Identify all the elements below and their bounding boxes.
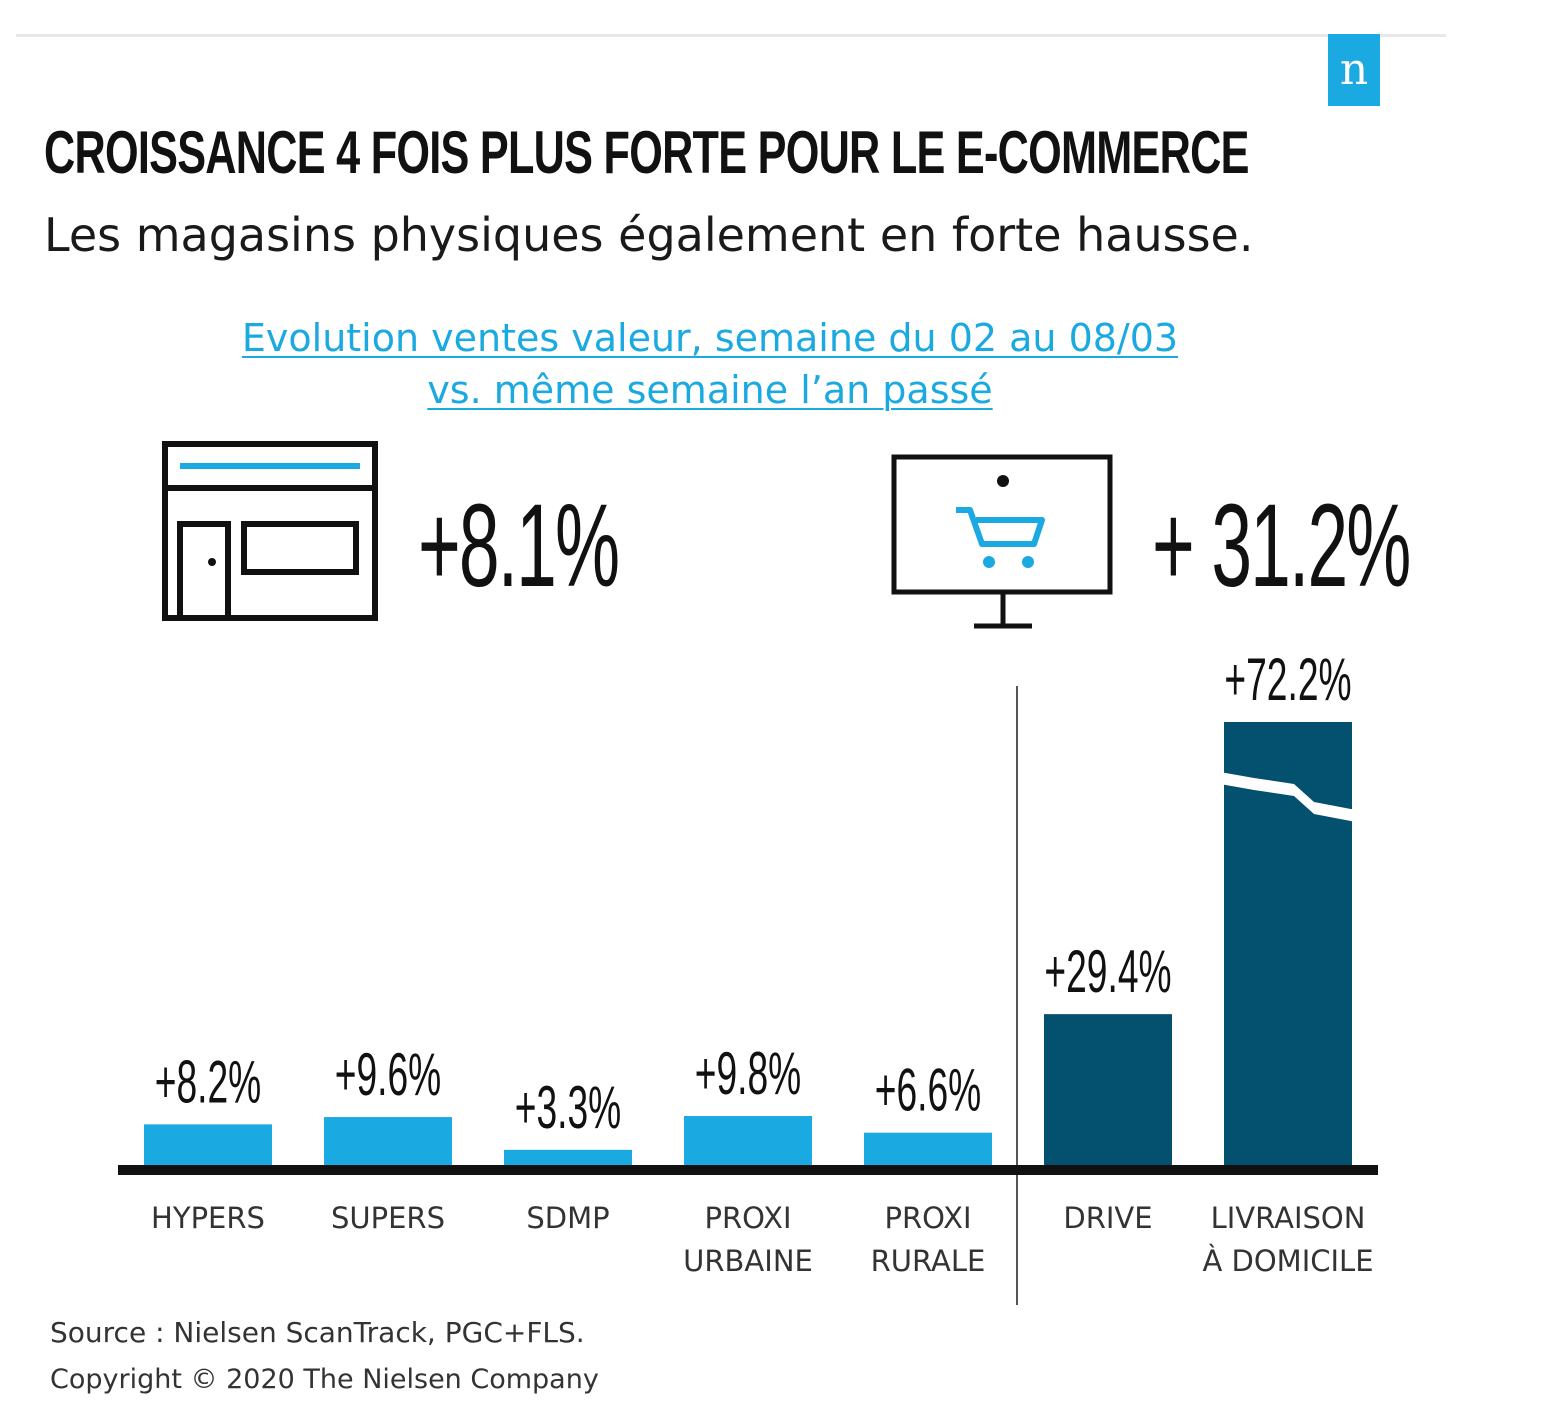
bar-5	[1044, 1014, 1172, 1167]
computer-cart-icon	[891, 454, 1113, 629]
bar-4	[864, 1132, 992, 1167]
data-label-4: +6.6%	[875, 1057, 981, 1124]
data-label-1: +9.6%	[335, 1041, 441, 1108]
data-label-0: +8.2%	[155, 1048, 261, 1115]
category-label-1: SUPERS	[331, 1201, 445, 1235]
bar-0	[144, 1124, 272, 1167]
source-note: Source : Nielsen ScanTrack, PGC+FLS.	[50, 1316, 585, 1349]
online-growth-value: + 31.2%	[1152, 480, 1411, 612]
data-label-6: +72.2%	[1224, 646, 1351, 713]
bar-3	[684, 1116, 812, 1167]
category-label-3: PROXI URBAINE	[683, 1201, 813, 1278]
data-label-3: +9.8%	[695, 1040, 801, 1107]
page-subtitle: Les magasins physiques également en fort…	[44, 208, 1254, 262]
bar-1	[324, 1117, 452, 1167]
category-label-5: DRIVE	[1063, 1201, 1152, 1235]
category-label-6: LIVRAISON À DOMICILE	[1202, 1201, 1373, 1278]
top-rule	[16, 34, 1446, 37]
data-label-2: +3.3%	[515, 1074, 621, 1141]
category-label-2: SDMP	[526, 1201, 609, 1235]
chart-note-line2: vs. même semaine l’an passé	[427, 368, 993, 412]
bar-6	[1224, 722, 1352, 1167]
category-label-4: PROXI RURALE	[871, 1201, 986, 1278]
axis-break	[1220, 772, 1356, 822]
nielsen-logo: n	[1328, 34, 1380, 106]
stores-growth-value: +8.1%	[418, 480, 620, 612]
chart-note-line1: Evolution ventes valeur, semaine du 02 a…	[241, 316, 1179, 360]
copyright-note: Copyright © 2020 The Nielsen Company	[50, 1364, 599, 1395]
storefront-icon	[162, 441, 378, 621]
bar-2	[504, 1149, 632, 1167]
x-axis-baseline	[118, 1165, 1378, 1175]
data-label-5: +29.4%	[1044, 938, 1171, 1005]
category-label-0: HYPERS	[151, 1201, 265, 1235]
